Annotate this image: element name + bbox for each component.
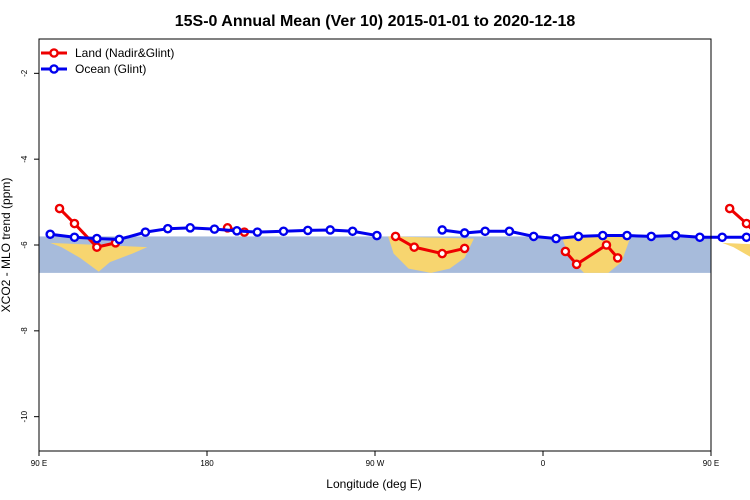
ocean-glint-point [622, 230, 632, 241]
ocean-glint-point [459, 228, 470, 238]
ocean-glint-point [209, 224, 220, 234]
land-nadir-glint-line [728, 207, 750, 230]
x-tick-label: 90 E [703, 459, 719, 468]
land-nadir-glint-point [409, 242, 420, 252]
land-nadir-glint-line [394, 235, 465, 256]
land-nadir-glint-legend-label: Land (Nadir&Glint) [75, 46, 174, 60]
land-nadir-glint-point [437, 248, 448, 259]
land-nadir-glint-point [92, 242, 102, 252]
ocean-glint-point [646, 231, 657, 242]
land-nadir-glint-point [571, 259, 582, 270]
ocean-glint-point [69, 232, 80, 243]
land-nadir-glint-point [724, 203, 735, 214]
y-tick-label: -2 [20, 69, 29, 77]
land-nadir-glint-point [54, 203, 65, 214]
ocean-glint-point [551, 233, 561, 244]
ocean-glint-point [717, 232, 728, 243]
land-background [39, 236, 750, 273]
ocean-glint-point [185, 223, 195, 233]
y-tick-label: -10 [20, 410, 29, 422]
ocean-glint-point [480, 226, 490, 237]
ocean-glint-point [741, 232, 750, 243]
ocean-glint-point [232, 226, 242, 236]
ocean-glint-point [372, 230, 382, 241]
ocean-glint-point [92, 233, 102, 244]
land-nadir-glint-point [459, 243, 470, 254]
x-tick-label: 90 E [31, 459, 47, 468]
land-nadir-glint-legend-marker [49, 48, 59, 58]
ocean-glint-point [597, 230, 608, 241]
land-nadir-glint-point [741, 218, 750, 229]
ocean-glint-point [140, 227, 151, 237]
y-tick-label: -4 [20, 155, 29, 163]
ocean-glint-point [278, 226, 289, 237]
x-tick-label: 0 [541, 459, 546, 468]
ocean-glint-legend-marker [49, 64, 59, 74]
y-axis-label: XCO2 - MLO trend (ppm) [0, 178, 13, 313]
land-region [50, 242, 148, 272]
land-nadir-glint-line [58, 207, 116, 249]
ocean-glint-point [302, 225, 313, 236]
ocean-glint-point [573, 231, 584, 242]
ocean-glint-point [504, 226, 515, 237]
land-nadir-glint-point [69, 218, 80, 229]
ocean-glint-legend-label: Ocean (Glint) [75, 62, 146, 76]
ocean-glint-point [695, 232, 705, 243]
ocean-glint-point [162, 223, 173, 234]
x-tick-label: 180 [200, 459, 214, 468]
axes: 90 E 180 90 W 0 90 E -2 -4 -6 -8 -10 [20, 69, 719, 468]
y-tick-label: -8 [20, 327, 29, 335]
x-tick-label: 90 W [366, 459, 385, 468]
ocean-glint-point [252, 227, 263, 237]
ocean-glint-point [325, 225, 336, 235]
legend: Land (Nadir&Glint) Ocean (Glint) [41, 46, 174, 76]
y-tick-label: -6 [20, 241, 29, 249]
ocean-glint-point [437, 225, 448, 235]
land-nadir-glint-line [564, 243, 619, 266]
series-layer [45, 203, 750, 270]
ocean-glint-point [528, 231, 539, 242]
ocean-glint-point [45, 229, 56, 240]
land-region [722, 242, 750, 257]
ocean-glint-point [670, 230, 681, 241]
land-nadir-glint-point [560, 246, 571, 257]
land-nadir-glint-point [612, 253, 623, 263]
ocean-glint-point [114, 234, 125, 245]
land-nadir-glint-point [390, 231, 401, 242]
ocean-glint-point [347, 226, 358, 237]
chart-title: 15S-0 Annual Mean (Ver 10) 2015-01-01 to… [175, 13, 576, 30]
x-axis-label: Longitude (deg E) [326, 477, 421, 491]
land-nadir-glint-point [601, 240, 612, 250]
